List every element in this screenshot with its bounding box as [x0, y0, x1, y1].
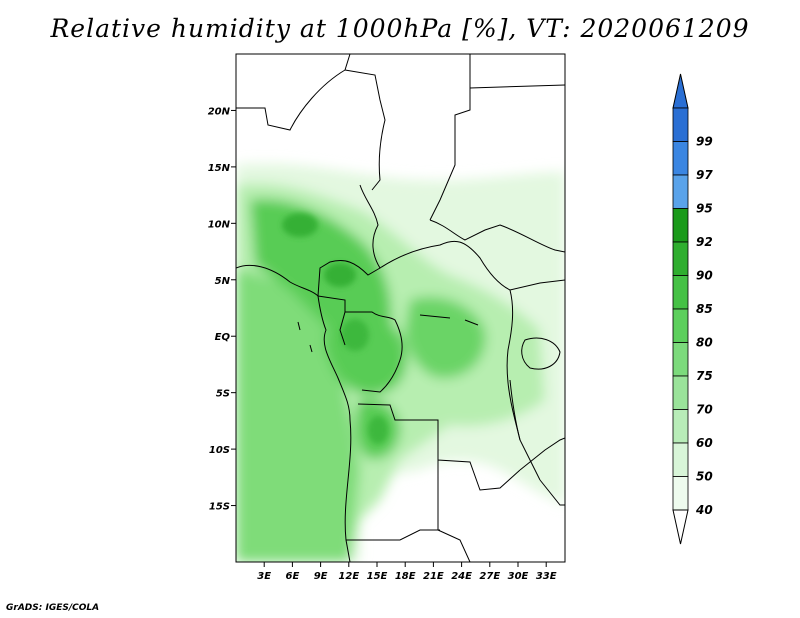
border-cameroon-chad: [317, 184, 381, 297]
lat-tick-label: 5S: [216, 389, 230, 400]
colorbar-swatch: [672, 342, 689, 377]
colorbar-label: 95: [696, 202, 713, 216]
colorbar-label: 99: [696, 135, 713, 149]
border-car: [379, 240, 565, 291]
country-borders: [236, 54, 565, 562]
lake-tanganyika: [509, 379, 521, 441]
longitude-axis: 3E 6E 9E 12E 15E 18E 21E 24E 27E 30E 33E: [257, 562, 557, 582]
lat-tick-label: 5N: [215, 276, 231, 287]
colorbar-swatch: [672, 141, 689, 176]
lat-tick-label: 15N: [208, 163, 231, 174]
lon-tick-label: 9E: [314, 571, 328, 582]
lon-tick-label: 33E: [536, 571, 557, 582]
colorbar-swatch: [672, 275, 689, 310]
colorbar-swatch: [672, 409, 689, 444]
border-east-africa: [519, 437, 565, 506]
lon-tick-label: 15E: [367, 571, 388, 582]
colorbar-label: 97: [696, 168, 713, 182]
lake-victoria: [521, 337, 561, 370]
border-namibia: [346, 529, 440, 541]
colorbar-label: 70: [696, 403, 713, 417]
colorbar-swatch: [672, 174, 689, 209]
lat-tick-label: 20N: [208, 106, 231, 117]
lat-tick-label: 10N: [208, 219, 231, 230]
field-darkest-2: [324, 263, 356, 287]
colorbar-label: 60: [696, 436, 713, 450]
colorbar-swatch: [672, 308, 689, 343]
colorbar-label: 80: [696, 336, 713, 350]
lon-tick-label: 21E: [423, 571, 444, 582]
colorbar-label: 85: [696, 302, 713, 316]
lat-tick-label: 15S: [209, 502, 230, 513]
humidity-field: [236, 54, 565, 562]
lon-tick-label: 24E: [451, 571, 472, 582]
border-congo: [345, 311, 403, 393]
colorbar-swatch: [672, 442, 689, 477]
colorbar: 99 97 95 92 90 85 80 75 70 60 50 40: [672, 73, 713, 545]
latitude-axis: 20N 15N 10N 5N EQ 5S 10S 15S: [208, 106, 236, 513]
colorbar-swatch: [672, 476, 689, 511]
lon-tick-label: 18E: [395, 571, 416, 582]
colorbar-under-triangle: [672, 509, 689, 545]
field-darkest-1: [282, 213, 318, 237]
lon-tick-label: 6E: [286, 571, 300, 582]
border-gabon: [317, 295, 346, 346]
colorbar-swatch: [672, 375, 689, 410]
border-sudan: [429, 219, 565, 253]
border-drc-east: [506, 289, 541, 481]
colorbar-over-triangle: [672, 73, 689, 109]
colorbar-swatch: [672, 107, 689, 142]
page-title: Relative humidity at 1000hPa [%], VT: 20…: [50, 14, 750, 43]
coastline-west: [236, 264, 352, 562]
field-darkest-3: [341, 319, 369, 351]
border-angola-zambia: [437, 460, 471, 562]
colorbar-swatch: [672, 241, 689, 276]
colorbar-label: 90: [696, 269, 713, 283]
grads-credit: GrADS: IGES/COLA: [6, 603, 100, 613]
lon-tick-label: 12E: [338, 571, 359, 582]
colorbar-label: 75: [696, 369, 713, 383]
colorbar-swatch: [672, 208, 689, 243]
border-north-1: [236, 54, 351, 131]
field-darkest-4: [368, 416, 388, 444]
border-northeast: [469, 84, 565, 89]
lat-tick-label: EQ: [215, 332, 231, 343]
map-frame: [235, 53, 566, 563]
colorbar-label: 40: [695, 503, 713, 517]
colorbar-label: 92: [696, 235, 713, 249]
lat-tick-label: 10S: [209, 445, 230, 456]
lon-tick-label: 3E: [257, 571, 271, 582]
lon-tick-label: 30E: [508, 571, 529, 582]
field-dark-region-east: [405, 296, 486, 379]
border-north-2: [344, 69, 386, 191]
rivers: [297, 314, 479, 353]
border-north-3: [429, 54, 471, 221]
lon-tick-label: 27E: [479, 571, 500, 582]
colorbar-label: 50: [696, 470, 713, 484]
